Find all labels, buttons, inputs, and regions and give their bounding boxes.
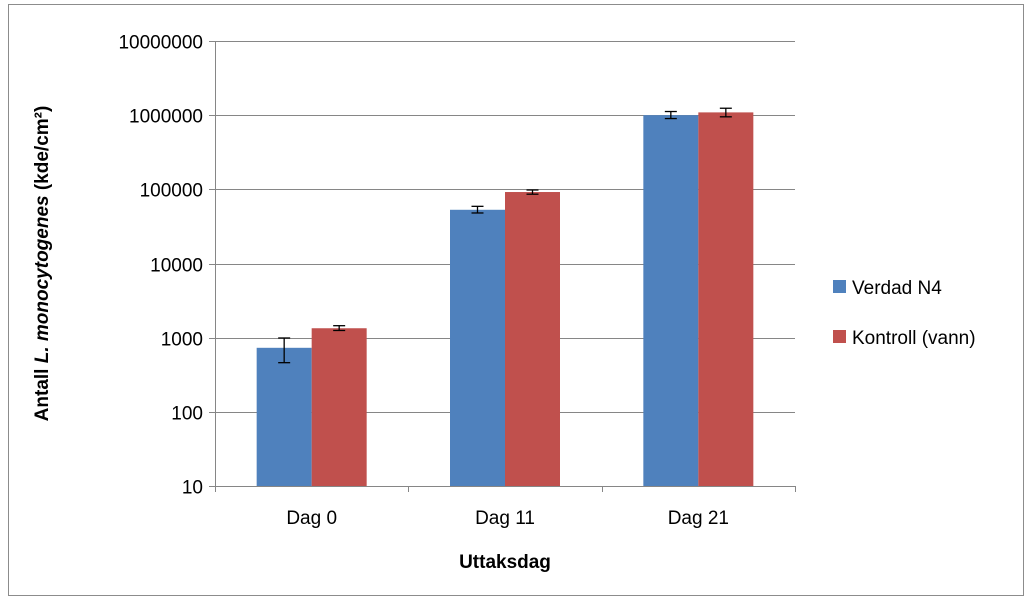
legend: Verdad N4 Kontroll (vann) [833, 278, 976, 349]
y-axis-title: Antall L. monocytogenes (kde/cm²) [32, 106, 53, 422]
y-axis-title-unit: (kde/cm²) [32, 106, 53, 196]
legend-label: Kontroll (vann) [852, 328, 976, 349]
y-tick-label: 1000 [161, 330, 203, 351]
y-tick-labels: 10 100 1000 10000 100000 1000000 10000000 [118, 33, 203, 499]
bar-verdad-n4-1 [450, 209, 505, 486]
bar-kontroll-2 [698, 112, 754, 486]
legend-swatch [833, 280, 846, 293]
bar-kontroll-1 [505, 192, 560, 486]
y-axis-title-species: L. monocytogenes [32, 195, 53, 363]
x-tick-label: Dag 0 [286, 508, 337, 529]
legend-swatch [833, 330, 846, 343]
x-tick-label: Dag 11 [475, 508, 535, 529]
x-axis-title: Uttaksdag [459, 552, 551, 573]
legend-label: Verdad N4 [852, 278, 942, 299]
x-tick-label: Dag 21 [668, 508, 729, 529]
axes [209, 41, 796, 492]
y-tick-label: 100000 [140, 181, 203, 202]
y-tick-label: 10000 [150, 256, 203, 277]
y-axis-title-prefix: Antall [32, 363, 53, 421]
y-tick-label: 1000000 [129, 107, 203, 128]
bar-verdad-n4-0 [256, 347, 312, 486]
bar-kontroll-0 [311, 328, 367, 486]
error-bars [278, 107, 732, 364]
x-tick-labels: Dag 0 Dag 11 Dag 21 [286, 508, 729, 529]
y-tick-label: 100 [171, 404, 203, 425]
chart-area [8, 4, 1024, 596]
y-tick-label: 10000000 [118, 33, 203, 54]
bar-verdad-n4-2 [643, 115, 699, 487]
bars [256, 112, 754, 487]
y-tick-label: 10 [182, 478, 203, 499]
